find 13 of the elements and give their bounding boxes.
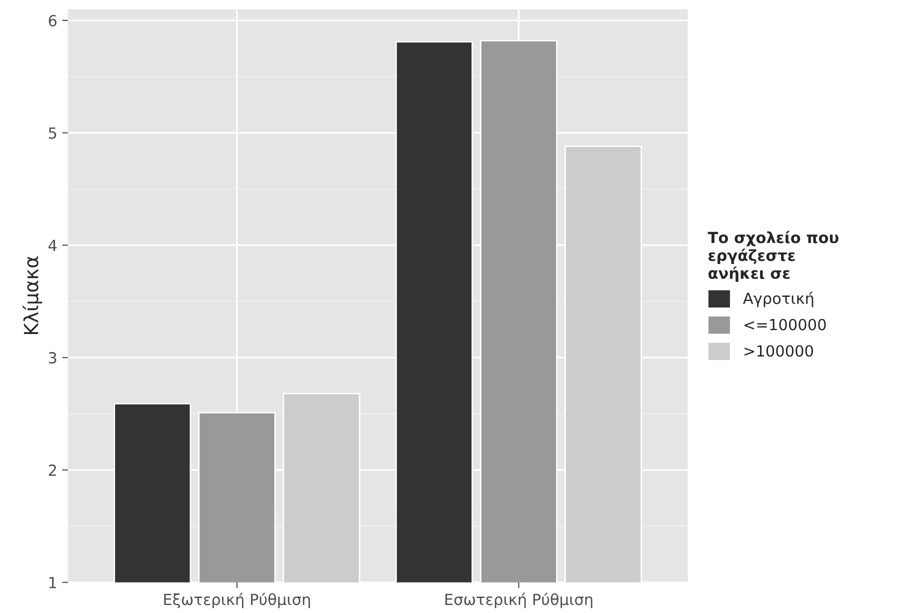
y-tick-label: 2 — [48, 464, 56, 476]
x-tick-label: Εξωτερική Ρύθμιση — [164, 592, 310, 608]
y-axis-title: Κλίμακα — [22, 256, 42, 334]
y-tick-label: 3 — [48, 352, 56, 364]
x-tick-label: Εσωτερική Ρύθμιση — [445, 592, 592, 608]
y-tick-label: 6 — [48, 14, 56, 26]
y-tick-label: 1 — [49, 577, 56, 588]
y-tick-label: 5 — [48, 127, 56, 139]
legend-label: <=100000 — [744, 318, 826, 330]
legend-label: >100000 — [744, 345, 813, 357]
y-tick-label: 4 — [48, 240, 57, 252]
legend-title: Το σχολείο που εργάζεστε ανήκει σε — [708, 230, 838, 282]
legend-label: Αγροτική — [743, 292, 814, 308]
